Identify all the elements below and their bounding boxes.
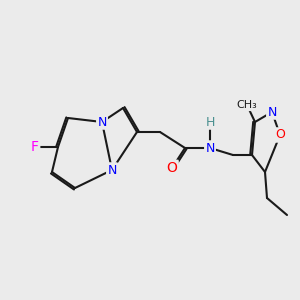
Text: N: N	[97, 116, 107, 128]
Text: N: N	[107, 164, 117, 176]
Text: N: N	[267, 106, 277, 118]
Text: N: N	[205, 142, 215, 154]
Text: O: O	[167, 161, 177, 175]
Text: O: O	[275, 128, 285, 142]
Text: H: H	[205, 116, 215, 128]
Text: F: F	[31, 140, 39, 154]
Text: CH₃: CH₃	[237, 100, 257, 110]
